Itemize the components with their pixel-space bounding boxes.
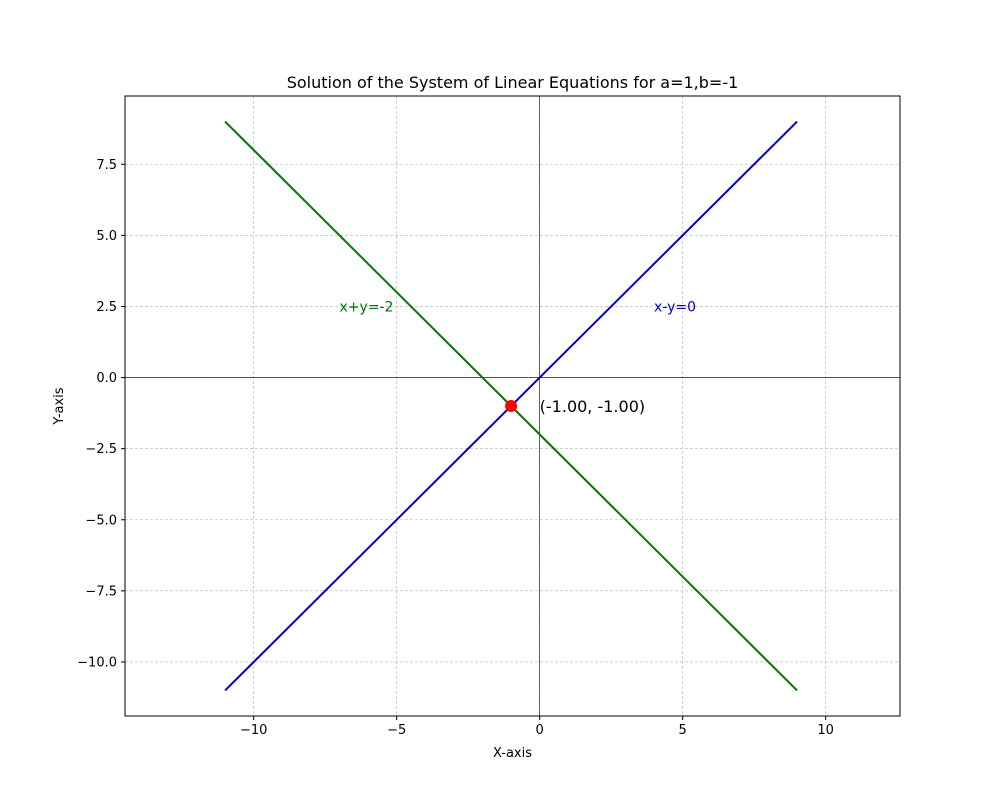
series-label-0: x-y=0 [654, 299, 696, 315]
x-tick-label: 5 [679, 723, 687, 738]
zero-lines [125, 96, 900, 716]
y-tick-label: 5.0 [96, 229, 117, 244]
series-layer: x-y=0 x+y=-2 (-1.00, -1.00) [224, 120, 798, 692]
plot-frame [124, 95, 901, 717]
y-tick-label: −2.5 [85, 442, 117, 457]
x-tick-label: −5 [387, 723, 406, 738]
y-tick-label: −10.0 [77, 655, 117, 670]
ticks: −10 −5 0 5 10 −10.0 −7.5 −5.0 −2.5 0.0 2.5 5.0 7.5 [77, 158, 834, 738]
y-tick-label: 0.0 [96, 371, 117, 386]
y-tick-label: 7.5 [96, 158, 117, 173]
y-tick-label: −7.5 [85, 584, 117, 599]
chart-title: Solution of the System of Linear Equatio… [287, 73, 739, 92]
x-tick-label: −10 [240, 723, 267, 738]
y-tick-label: 2.5 [96, 300, 117, 315]
y-tick-label: −5.0 [85, 513, 117, 528]
x-tick-label: 0 [536, 723, 544, 738]
x-axis-title: X-axis [493, 746, 532, 761]
x-tick-label: 10 [817, 723, 834, 738]
y-axis-title: Y-axis [52, 387, 67, 425]
solution-point [505, 400, 518, 412]
solution-label: (-1.00, -1.00) [540, 397, 645, 416]
series-label-1: x+y=-2 [339, 299, 393, 315]
